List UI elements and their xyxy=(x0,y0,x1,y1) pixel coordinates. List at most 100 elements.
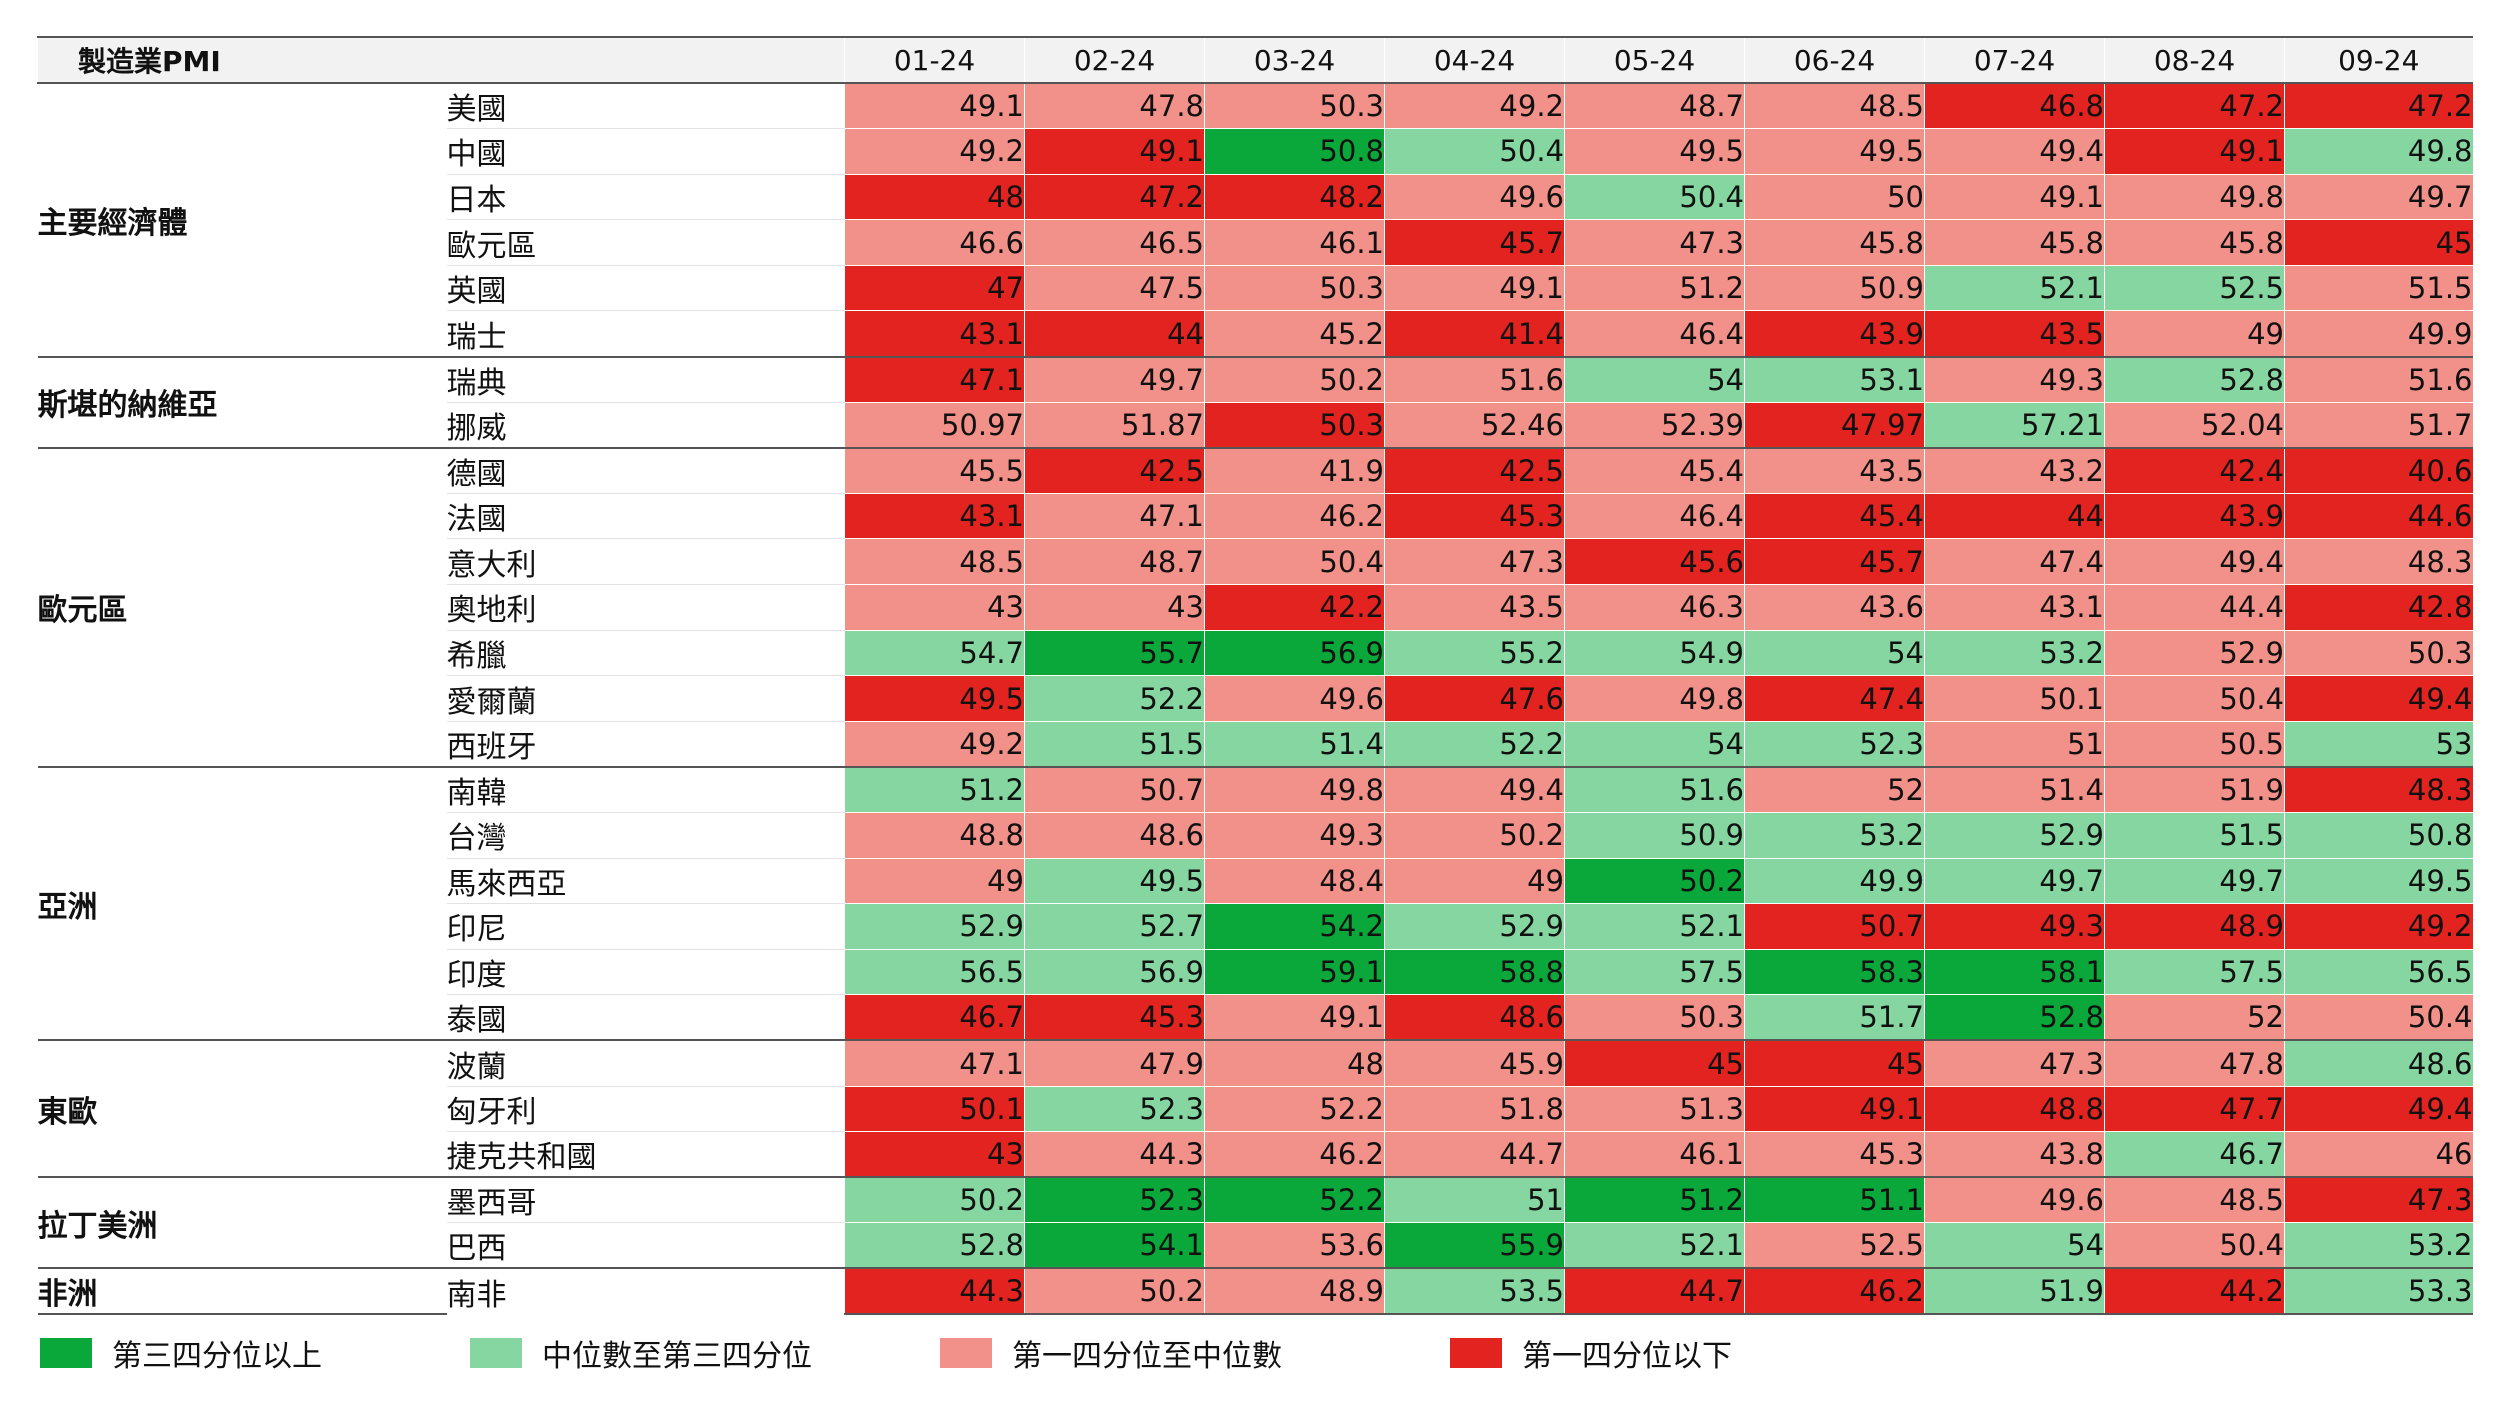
column-header: 09-24 xyxy=(2284,36,2473,84)
region-label: 拉丁美洲 xyxy=(37,1176,447,1269)
country-label: 瑞士 xyxy=(446,310,845,357)
country-label: 捷克共和國 xyxy=(446,1131,845,1178)
legend-item: 第一四分位以下 xyxy=(1450,1336,1732,1374)
country-label: 波蘭 xyxy=(446,1039,845,1087)
heatmap-cell: 52.39 xyxy=(1564,402,1745,449)
heatmap-cell: 48 xyxy=(844,174,1025,221)
heatmap-cell: 50.2 xyxy=(1204,355,1385,403)
heatmap-cell: 45.4 xyxy=(1744,493,1925,540)
heatmap-cell: 48.5 xyxy=(1744,82,1925,130)
legend-swatch xyxy=(940,1338,992,1368)
heatmap-cell: 44 xyxy=(1924,493,2105,540)
legend-label: 第一四分位至中位數 xyxy=(1012,1339,1282,1374)
heatmap-cell: 43.2 xyxy=(1924,446,2105,494)
heatmap-cell: 44 xyxy=(1024,310,1205,358)
heatmap-cell: 50.4 xyxy=(2104,675,2285,722)
heatmap-cell: 50.3 xyxy=(1564,994,1745,1041)
table-row: 東歐 波蘭 47.1 47.9 48 45.9 45 45 47.3 47.8 48.6 xyxy=(37,1039,2473,1178)
heatmap-cell: 48.8 xyxy=(1924,1086,2105,1133)
legend-label: 中位數至第三四分位 xyxy=(542,1339,812,1374)
heatmap-cell: 51.3 xyxy=(1564,1086,1745,1133)
heatmap-cell: 43 xyxy=(844,584,1025,631)
heatmap-cell: 53.5 xyxy=(1384,1267,1565,1316)
heatmap-cell: 51 xyxy=(1384,1176,1565,1224)
heatmap-cell: 50.2 xyxy=(844,1176,1025,1224)
country-label: 歐元區 xyxy=(446,219,845,266)
heatmap-cell: 42.4 xyxy=(2104,446,2285,494)
heatmap-cell: 47.2 xyxy=(1024,174,1205,221)
column-header: 06-24 xyxy=(1744,36,1925,84)
heatmap-cell: 45.7 xyxy=(1384,219,1565,266)
heatmap-cell: 50.8 xyxy=(2284,812,2473,859)
heatmap-cell: 50.3 xyxy=(1204,402,1385,449)
heatmap-cell: 50.7 xyxy=(1744,903,1925,950)
heatmap-cell: 49.2 xyxy=(844,721,1025,768)
heatmap-cell: 50 xyxy=(1744,174,1925,221)
heatmap-cell: 54 xyxy=(1924,1222,2105,1269)
heatmap-cell: 52.5 xyxy=(1744,1222,1925,1269)
heatmap-cell: 47.2 xyxy=(2104,82,2285,130)
heatmap-cell: 43.1 xyxy=(844,310,1025,358)
heatmap-cell: 53 xyxy=(2284,721,2473,768)
country-label: 馬來西亞 xyxy=(446,858,845,905)
heatmap-cell: 49.8 xyxy=(2104,174,2285,221)
legend-label: 第一四分位以下 xyxy=(1522,1339,1732,1374)
heatmap-cell: 57.5 xyxy=(1564,949,1745,996)
heatmap-cell: 56.5 xyxy=(2284,949,2473,996)
heatmap-cell: 49.5 xyxy=(1744,128,1925,175)
heatmap-cell: 47.1 xyxy=(844,355,1025,403)
heatmap-cell: 48.7 xyxy=(1024,538,1205,586)
heatmap-cell: 45.9 xyxy=(1384,1039,1565,1087)
heatmap-cell: 52.9 xyxy=(2104,630,2285,677)
heatmap-cell: 52.2 xyxy=(1204,1086,1385,1133)
heatmap-cell: 49.1 xyxy=(1384,265,1565,312)
heatmap-cell: 50.3 xyxy=(2284,630,2473,677)
heatmap-cell: 57.21 xyxy=(1924,402,2105,449)
heatmap-cell: 49.4 xyxy=(2104,538,2285,586)
region-label: 歐元區 xyxy=(37,446,447,767)
heatmap-cell: 54.2 xyxy=(1204,903,1385,950)
country-label: 日本 xyxy=(446,174,845,221)
heatmap-cell: 52.46 xyxy=(1384,402,1565,449)
heatmap-cell: 49.9 xyxy=(2284,310,2473,358)
heatmap-cell: 45.3 xyxy=(1384,493,1565,540)
heatmap-cell: 49.1 xyxy=(1744,1086,1925,1133)
heatmap-cell: 50.1 xyxy=(844,1086,1025,1133)
table-row: 挪威 50.97 51.87 50.3 52.46 52.39 47.97 57.21 52.0… xyxy=(38,402,2473,449)
heatmap-cell: 50.4 xyxy=(2284,994,2473,1041)
heatmap-cell: 46.4 xyxy=(1564,310,1745,358)
heatmap-cell: 51.9 xyxy=(1924,1267,2105,1316)
heatmap-cell: 50.8 xyxy=(1204,128,1385,175)
heatmap-cell: 49.5 xyxy=(844,675,1025,722)
country-label: 印度 xyxy=(446,949,845,996)
heatmap-cell: 50.3 xyxy=(1204,265,1385,312)
heatmap-cell: 45.2 xyxy=(1204,310,1385,358)
heatmap-cell: 49.4 xyxy=(1384,765,1565,813)
heatmap-cell: 47.2 xyxy=(2284,82,2473,130)
header-blank-cell xyxy=(446,36,845,84)
heatmap-cell: 51.87 xyxy=(1024,402,1205,449)
table-row: 主要經濟體 美國 49.1 47.8 50.3 49.2 48.7 48.5 46.8 47.2 4… xyxy=(37,82,2473,357)
country-label: 南非 xyxy=(446,1267,845,1315)
heatmap-cell: 49.5 xyxy=(2284,858,2473,905)
heatmap-cell: 49.6 xyxy=(1204,675,1385,722)
heatmap-cell: 47 xyxy=(844,265,1025,312)
region-label: 東歐 xyxy=(37,1039,447,1178)
heatmap-cell: 45.7 xyxy=(1744,538,1925,586)
table-row: 亞洲 南韓 51.2 50.7 49.8 49.4 51.6 52 51.4 51.9 48.3 xyxy=(37,765,2473,1041)
region-label: 非洲 xyxy=(37,1267,447,1316)
heatmap-cell: 45 xyxy=(2284,219,2473,266)
table-row: 泰國 46.7 45.3 49.1 48.6 50.3 51.7 52.8 52 50.4 xyxy=(38,994,2473,1041)
heatmap-cell: 43 xyxy=(844,1131,1025,1178)
country-label: 印尼 xyxy=(446,903,845,950)
heatmap-cell: 50.2 xyxy=(1024,1267,1205,1316)
column-header: 07-24 xyxy=(1924,36,2105,84)
heatmap-cell: 44.2 xyxy=(2104,1267,2285,1316)
heatmap-cell: 45.8 xyxy=(1924,219,2105,266)
heatmap-cell: 44.7 xyxy=(1564,1267,1745,1316)
country-label: 南韓 xyxy=(446,765,845,813)
table-row: 愛爾蘭 49.5 52.2 49.6 47.6 49.8 47.4 50.1 50.4 49.4 xyxy=(38,675,2473,722)
country-label: 英國 xyxy=(446,265,845,312)
heatmap-cell: 46.8 xyxy=(1924,82,2105,130)
heatmap-cell: 49.9 xyxy=(1744,858,1925,905)
